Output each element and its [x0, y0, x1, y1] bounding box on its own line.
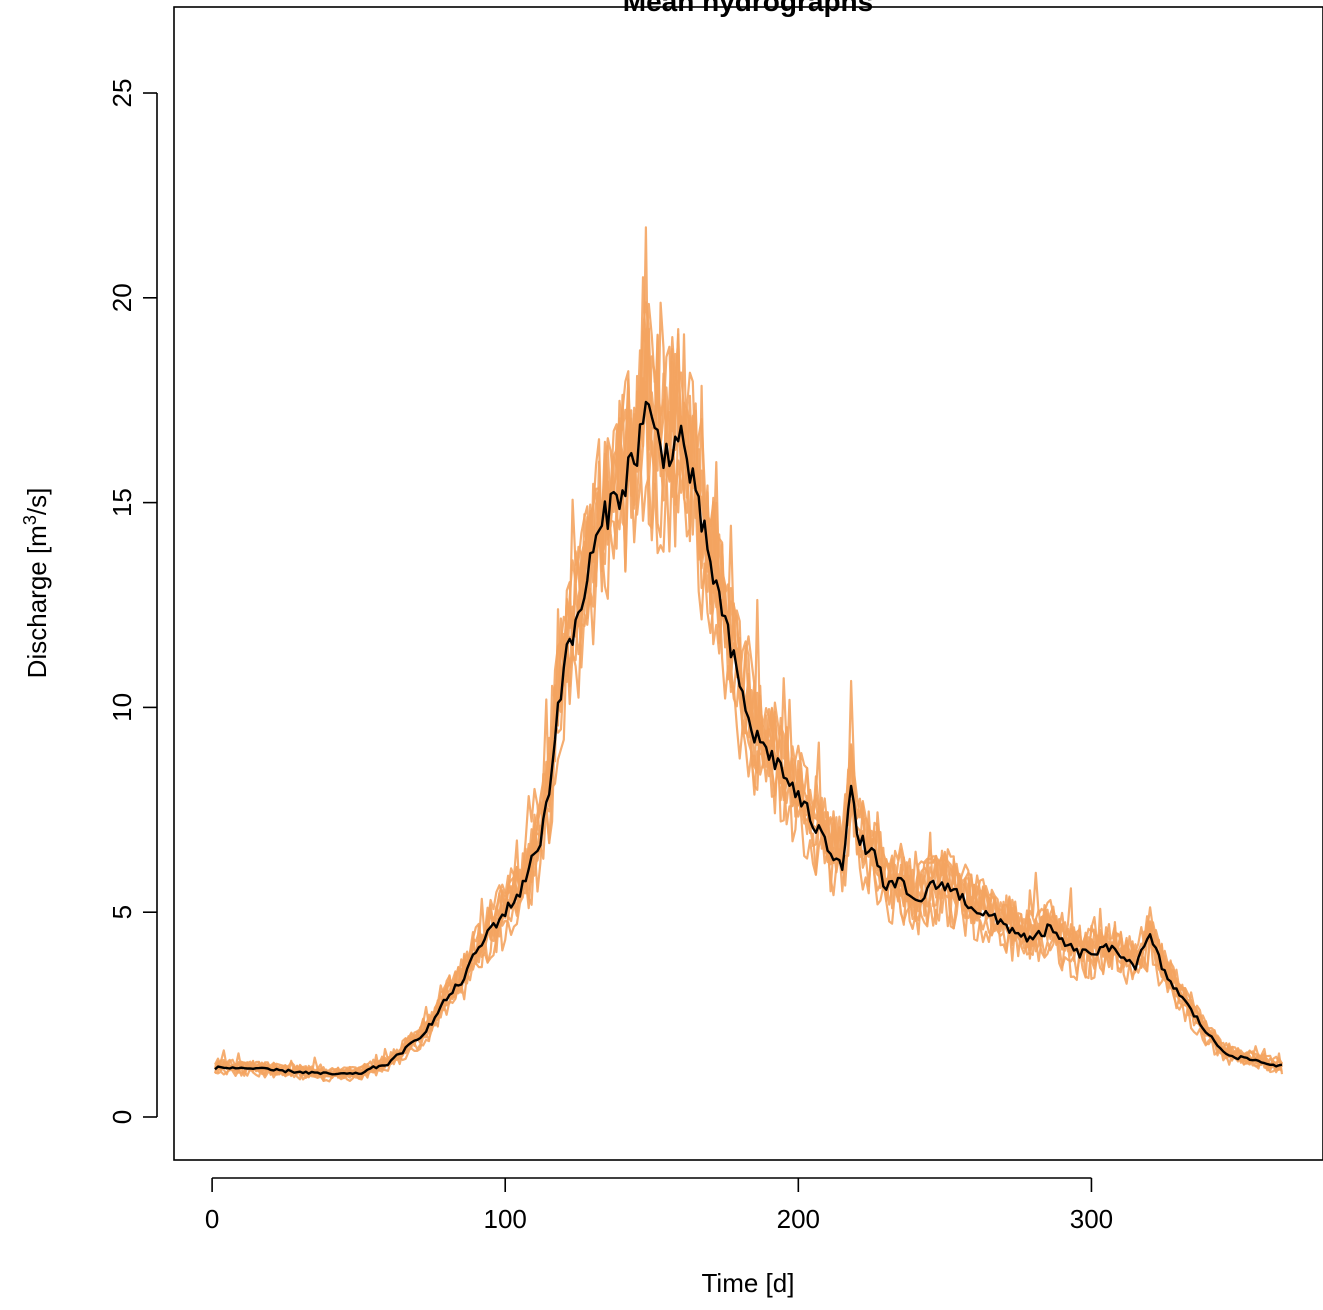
- x-tick-label: 0: [205, 1204, 219, 1234]
- mean-hydrograph-line: [214, 400, 1283, 1076]
- y-axis-label-superscript: 3: [20, 515, 40, 525]
- y-axis: 0 5 10 15 20 25: [107, 79, 158, 1124]
- y-axis-label-end: /s]: [22, 488, 52, 515]
- y-tick-label: 0: [107, 1110, 137, 1124]
- x-tick-label: 300: [1070, 1204, 1113, 1234]
- x-axis-label: Time [d]: [702, 1268, 795, 1298]
- y-tick-label: 5: [107, 905, 137, 919]
- x-axis: 0 100 200 300: [205, 1177, 1113, 1234]
- y-axis-label-main: Discharge [m: [22, 525, 52, 678]
- plot-frame: [173, 6, 1323, 1161]
- chart-title: Mean hydrographs: [623, 0, 873, 17]
- y-tick-label: 10: [107, 693, 137, 722]
- y-tick-label: 25: [107, 79, 137, 108]
- y-tick-label: 20: [107, 283, 137, 312]
- ensemble-member-line: [214, 328, 1283, 1079]
- mean-series-group: [214, 400, 1283, 1076]
- ensemble-member-line: [214, 301, 1283, 1078]
- x-tick-label: 200: [777, 1204, 820, 1234]
- y-axis-label: Discharge [m3/s]: [20, 488, 52, 679]
- x-tick-label: 100: [484, 1204, 527, 1234]
- y-tick-label: 15: [107, 488, 137, 517]
